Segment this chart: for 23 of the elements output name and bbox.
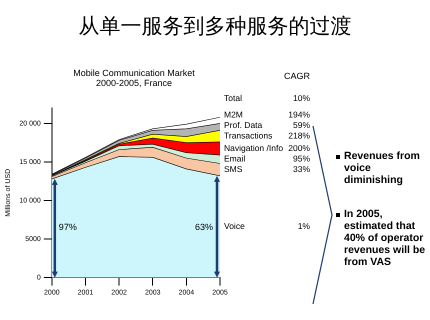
text: 95% (292, 154, 310, 164)
text: 194% (288, 109, 310, 120)
series-label: Navigation /Info (224, 142, 284, 153)
chart-title: 从单一服务到多种服务的过渡 (78, 13, 352, 40)
text: CAGR (284, 71, 310, 82)
chart-subtitle: Mobile Communication Market 2000-2005, France (72, 68, 196, 88)
text: 59% (292, 120, 310, 130)
series-label: SMS (224, 164, 243, 174)
text: 218% (288, 130, 310, 140)
series-label: Voice (224, 221, 246, 232)
annotation: 97% (58, 222, 77, 232)
text: 200% (288, 142, 310, 153)
text: 33% (292, 164, 310, 174)
text: 1% (298, 221, 310, 232)
text: In 2005, estimated that 40% of operator revenues will be from VAS (344, 208, 426, 268)
series-label: Email (224, 154, 246, 164)
text: Total (224, 92, 242, 103)
text: 10% (292, 92, 310, 103)
series-label: Transactions (224, 130, 272, 140)
series-label: M2M (224, 109, 243, 120)
text: Revenues from voice diminishing (344, 150, 421, 186)
series-label: Prof. Data (224, 120, 263, 130)
annotation: 63% (194, 222, 213, 232)
